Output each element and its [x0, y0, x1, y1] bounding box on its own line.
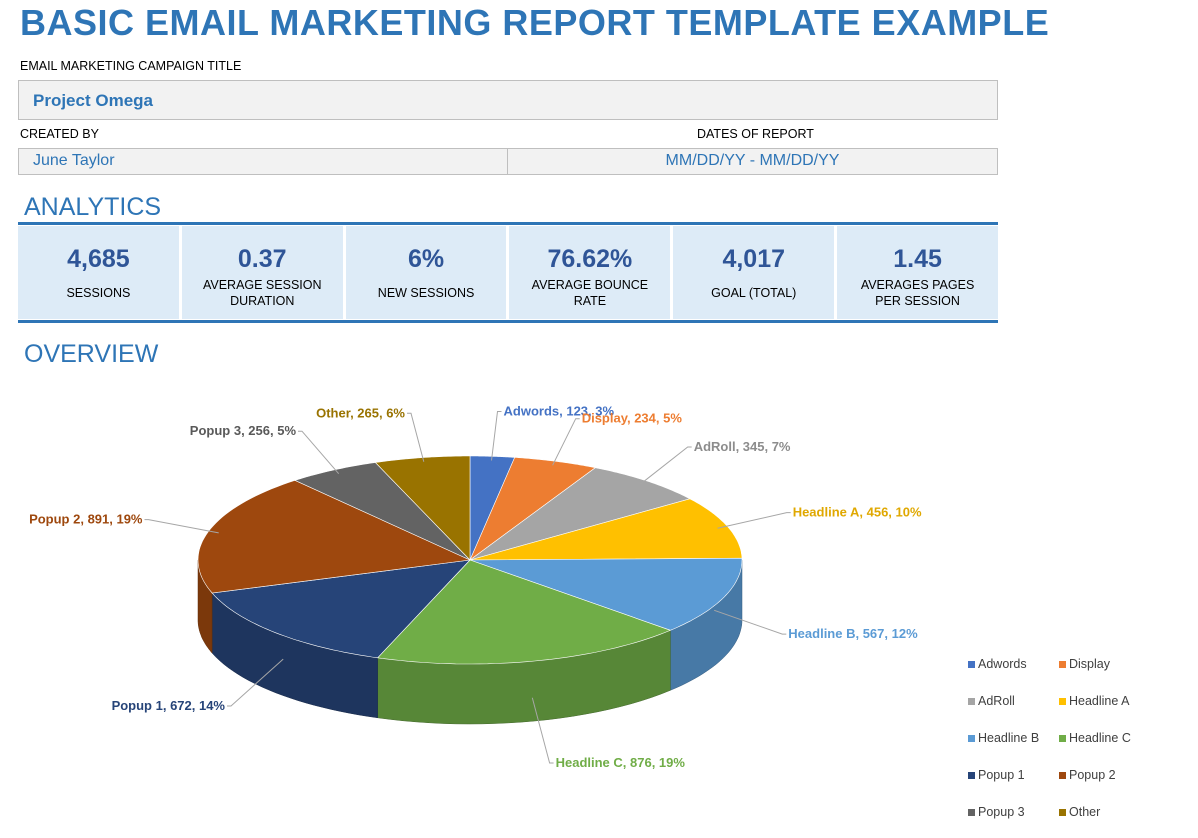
legend-label: Other [1069, 805, 1100, 819]
legend-label: Headline B [978, 731, 1039, 745]
pie-slice-popup-2 [197, 480, 472, 594]
pie-data-labels: Adwords, 123, 3%Display, 234, 5% AdRoll, … [29, 404, 922, 771]
kpi-label: SESSIONS [66, 286, 131, 300]
legend-swatch [968, 661, 975, 668]
legend-label: Adwords [978, 657, 1027, 671]
legend-swatch [1059, 735, 1066, 742]
analytics-top-rule [18, 222, 998, 225]
kpi-label: NEW SESSIONS [377, 286, 475, 300]
leader-line-popup-1 [227, 658, 284, 707]
kpi-pages-per-session: 1.45 AVERAGES PAGES PER SESSION [837, 226, 998, 319]
leader-line-other [407, 412, 425, 462]
created-by-field[interactable]: June Taylor [18, 148, 508, 175]
data-label-adroll: AdRoll, 345, 7% [694, 439, 791, 454]
kpi-new-sessions: 6% NEW SESSIONS [345, 226, 510, 319]
overview-heading: OVERVIEW [24, 340, 159, 368]
data-label-adwords: Adwords, 123, 3% [504, 404, 615, 419]
legend-item-popup-2: Popup 2 [1059, 768, 1116, 782]
legend-swatch [968, 772, 975, 779]
kpi-value: 4,685 [67, 245, 130, 273]
leader-line-adroll [639, 446, 692, 485]
legend-item-other: Other [1059, 805, 1100, 819]
pie-slice-adroll [469, 467, 691, 561]
pie-slice-popup-1 [211, 559, 471, 659]
legend-item-display: Display [1059, 657, 1111, 671]
analytics-heading: ANALYTICS [24, 193, 162, 221]
legend-item-adroll: AdRoll [968, 694, 1015, 708]
legend-swatch [1059, 809, 1066, 816]
leader-line-adwords [491, 411, 502, 461]
pie-slice-popup-3 [294, 462, 471, 561]
legend-swatch [968, 809, 975, 816]
legend-swatch [968, 698, 975, 705]
legend-label: Display [1069, 657, 1111, 671]
leader-line-headline-b [714, 609, 787, 635]
data-label-popup-3: Popup 3, 256, 5% [190, 423, 297, 438]
kpi-label: GOAL (TOTAL) [711, 286, 797, 300]
pie-slice-other [374, 455, 471, 561]
legend-label: Popup 1 [978, 768, 1025, 782]
pie-slice-display [469, 457, 597, 561]
data-label-other: Other, 265, 6% [316, 405, 405, 420]
legend-item-headline-a: Headline A [1059, 694, 1130, 708]
legend-label: Headline C [1069, 731, 1131, 745]
kpi-value: 0.37 [237, 245, 287, 273]
leader-line-popup-3 [298, 430, 340, 475]
legend-label: Popup 3 [978, 805, 1025, 819]
leader-line-headline-c [531, 697, 554, 764]
legend-item-adwords: Adwords [968, 657, 1027, 671]
kpi-sessions: 4,685 SESSIONS [18, 226, 182, 319]
legend-item-popup-3: Popup 3 [968, 805, 1025, 819]
pie-slice-headline-c [376, 559, 672, 665]
kpi-average-bounce-rate: 76.62% AVERAGE BOUNCE RATE [509, 226, 674, 319]
kpi-value: 76.62% [547, 245, 633, 273]
legend-swatch [1059, 698, 1066, 705]
chart-legend: Adwords Display AdRoll Headline A Headline B… [968, 657, 1131, 819]
campaign-title-field[interactable]: Project Omega [18, 80, 998, 120]
created-by-label: CREATED BY [20, 127, 99, 141]
legend-item-popup-1: Popup 1 [968, 768, 1025, 782]
leader-line-headline-a [717, 512, 791, 529]
pie-leader-lines [144, 411, 791, 764]
kpi-label: AVERAGES PAGES PER SESSION [860, 278, 975, 308]
pie-chart: Adwords, 123, 3%Display, 234, 5% AdRoll, … [29, 404, 1131, 820]
data-label-headline-a: Headline A, 456, 10% [793, 505, 922, 520]
kpi-average-session-duration: 0.37 AVERAGE SESSION DURATION [181, 226, 346, 319]
leader-line-display [552, 418, 580, 466]
data-label-popup-1: Popup 1, 672, 14% [112, 698, 226, 713]
pie-slice-headline-b [469, 557, 743, 631]
data-label-display: Display, 234, 5% [582, 411, 683, 426]
legend-item-headline-b: Headline B [968, 731, 1039, 745]
legend-swatch [968, 735, 975, 742]
kpi-goal-total: 4,017 GOAL (TOTAL) [673, 226, 838, 319]
leader-line-popup-2 [144, 519, 219, 534]
data-label-popup-2: Popup 2, 891, 19% [29, 512, 143, 527]
dates-of-report-field[interactable]: MM/DD/YY - MM/DD/YY [507, 148, 998, 175]
analytics-bottom-rule [18, 320, 998, 323]
legend-item-headline-c: Headline C [1059, 731, 1131, 745]
kpi-value: 6% [408, 245, 445, 273]
kpi-label: AVERAGE SESSION DURATION [202, 278, 322, 308]
campaign-title-label: EMAIL MARKETING CAMPAIGN TITLE [20, 59, 242, 73]
kpi-value: 4,017 [722, 245, 785, 273]
dates-of-report-label: DATES OF REPORT [697, 127, 814, 141]
legend-swatch [1059, 661, 1066, 668]
legend-label: Popup 2 [1069, 768, 1116, 782]
kpi-row: 4,685 SESSIONS 0.37 AVERAGE SESSION DURA… [18, 226, 998, 319]
pie-top-layer [197, 455, 743, 665]
kpi-label: AVERAGE BOUNCE RATE [531, 278, 649, 308]
data-label-headline-c: Headline C, 876, 19% [556, 755, 686, 770]
page-title: BASIC EMAIL MARKETING REPORT TEMPLATE EX… [20, 2, 1050, 43]
legend-label: AdRoll [978, 694, 1015, 708]
legend-swatch [1059, 772, 1066, 779]
kpi-value: 1.45 [893, 245, 942, 273]
legend-label: Headline A [1069, 694, 1130, 708]
data-label-headline-b: Headline B, 567, 12% [788, 626, 918, 641]
pie-slice-headline-a [469, 498, 743, 561]
